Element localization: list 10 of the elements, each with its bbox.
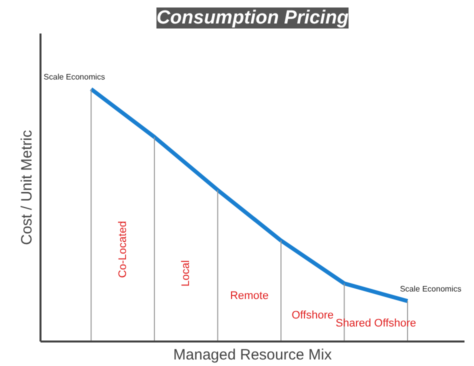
text: Scale Economics: [44, 72, 106, 82]
annotation: Scale Economics: [400, 284, 462, 294]
annotation: Local: [180, 260, 192, 286]
y-axis-title: Cost / Unit Metric: [18, 129, 36, 246]
annotation: Shared Offshore: [336, 317, 416, 330]
chart-title: Consumption Pricing: [156, 8, 349, 28]
annotation: Co-Located: [116, 221, 129, 278]
x-axis-title: Managed Resource Mix: [173, 346, 332, 364]
annotation: Offshore: [292, 309, 334, 322]
annotation: Remote: [230, 290, 269, 302]
